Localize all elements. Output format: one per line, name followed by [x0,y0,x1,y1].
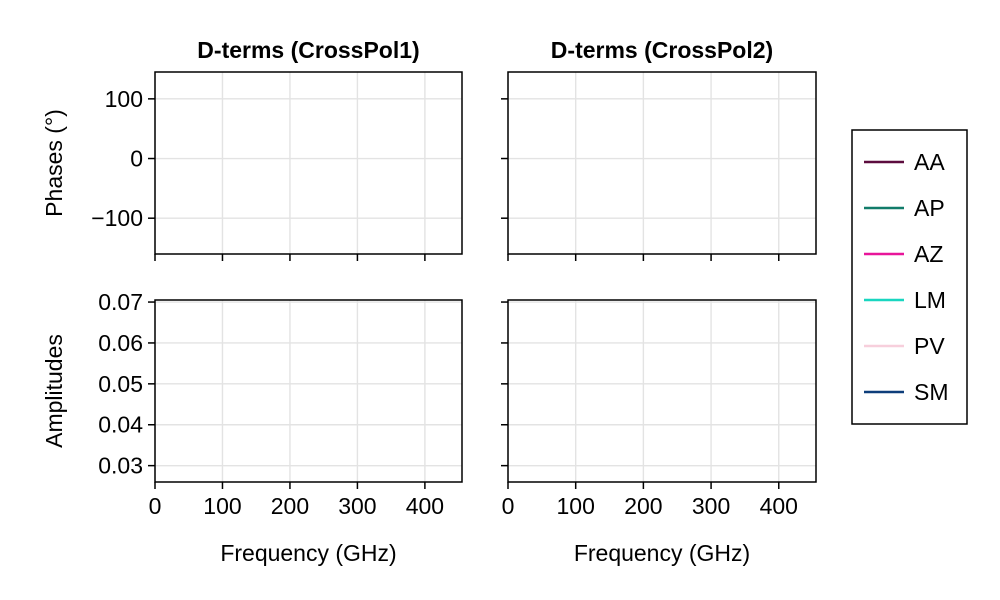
legend-box [851,129,968,425]
x-tick-label: 200 [271,493,309,519]
y-tick-label: 0.04 [98,412,143,438]
y-tick-label: 0.06 [98,330,143,356]
y-axis-label: Phases (°) [41,109,67,217]
x-tick-label: 400 [760,493,798,519]
y-tick-label: 0.07 [98,289,143,315]
legend-label-lm: LM [914,287,946,313]
panel-amp-crosspol1: 0 100 200 300 400 0.07 0.06 0.05 0.04 0.03 Frequen… [41,289,463,566]
x-tick-label: 300 [692,493,730,519]
y-tick-label: 0.05 [98,371,143,397]
legend-label-sm: SM [914,379,949,405]
panel-title: D-terms (CrossPol2) [551,37,773,63]
legend: AA AP AZ LM PV SM [851,129,968,425]
panel-phase-crosspol2: D-terms (CrossPol2) [501,37,817,261]
x-tick-label: 0 [149,493,162,519]
legend-label-az: AZ [914,241,943,267]
legend-label-ap: AP [914,195,945,221]
y-tick-label: 100 [105,86,143,112]
x-tick-label: 400 [406,493,444,519]
axes-frame [507,71,817,255]
x-tick-label: 100 [203,493,241,519]
panel-amp-crosspol2: 0 100 200 300 400 Frequency (GHz) [501,299,817,566]
legend-label-pv: PV [914,333,945,359]
panels: 100 0 −100 D-terms (CrossPol1) Phases (°) D-t… [41,37,817,566]
y-tick-label: −100 [91,205,143,231]
y-tick-label: 0.03 [98,453,143,479]
axes-frame [154,71,463,255]
x-axis-label: Frequency (GHz) [220,540,396,566]
panel-title: D-terms (CrossPol1) [197,37,419,63]
y-tick-label: 0 [130,146,143,172]
axes-frame [154,299,463,483]
legend-label-aa: AA [914,149,945,175]
x-axis-label: Frequency (GHz) [574,540,750,566]
axes-frame [507,299,817,483]
x-tick-label: 0 [502,493,515,519]
panel-phase-crosspol1: 100 0 −100 D-terms (CrossPol1) Phases (°) [41,37,463,261]
y-axis-label: Amplitudes [41,334,67,448]
x-tick-label: 100 [557,493,595,519]
x-tick-label: 300 [338,493,376,519]
x-tick-label: 200 [624,493,662,519]
